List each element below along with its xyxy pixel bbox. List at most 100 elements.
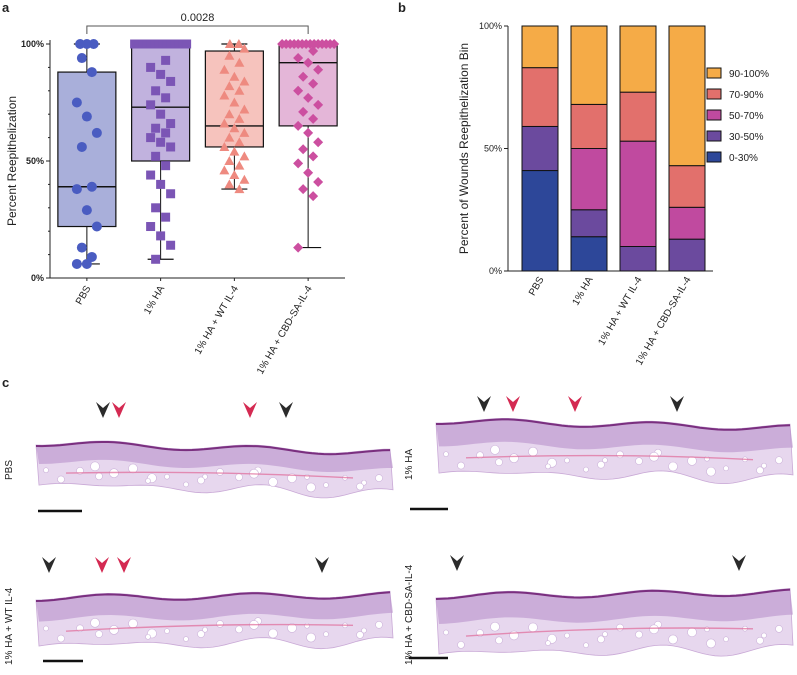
- fat-lobule: [616, 450, 624, 459]
- fat-lobule: [687, 456, 697, 466]
- data-point: [161, 212, 171, 222]
- stacked-bar-chart: 0% 50% 100% Percent of Wounds Reepithelizat…: [457, 21, 769, 367]
- y-tick-label: 50%: [484, 144, 502, 154]
- data-point: [146, 170, 156, 180]
- fat-lobule: [756, 636, 764, 645]
- data-point: [166, 189, 176, 199]
- fat-lobule: [268, 477, 278, 487]
- fat-lobule: [306, 632, 316, 643]
- legend-swatch: [706, 109, 722, 121]
- data-point: [161, 161, 171, 171]
- data-point: [156, 231, 166, 241]
- data-point: [303, 57, 314, 68]
- data-point: [313, 64, 324, 75]
- fat-lobule: [356, 482, 364, 491]
- data-point: [234, 184, 245, 194]
- data-point: [229, 170, 240, 180]
- y-axis-label: Percent of Wounds Reepithelization Bin: [457, 43, 471, 254]
- histology-image: [409, 555, 794, 660]
- fat-lobule: [323, 482, 329, 488]
- dermis-layer: [436, 588, 793, 624]
- data-point: [224, 81, 235, 91]
- fat-lobule: [109, 468, 119, 478]
- bar-segment: [619, 25, 657, 93]
- data-point: [146, 62, 156, 72]
- fat-lobule: [235, 625, 243, 634]
- data-point: [76, 141, 87, 152]
- fat-lobule: [443, 451, 449, 457]
- data-point: [239, 76, 250, 86]
- data-point: [224, 156, 235, 165]
- data-point: [298, 106, 309, 117]
- legend-label: 0-30%: [729, 153, 758, 164]
- bar-segment: [570, 25, 608, 105]
- data-point: [224, 50, 235, 60]
- tissue-streak: [65, 623, 354, 632]
- fat-lobule: [687, 627, 697, 638]
- fat-lobule: [216, 620, 224, 628]
- fat-lobule: [197, 630, 205, 638]
- panel-letter-b: b: [398, 0, 406, 15]
- histology-image: [35, 557, 394, 663]
- fat-lobule: [306, 482, 316, 493]
- fat-lobule: [457, 641, 465, 649]
- bar-segment: [619, 140, 657, 247]
- data-point: [293, 158, 304, 169]
- fat-lobule: [761, 632, 767, 639]
- arrowhead-icon: [450, 555, 464, 571]
- data-point: [293, 85, 304, 96]
- bar-segment: [668, 238, 706, 272]
- fat-lobule: [583, 642, 589, 648]
- data-point: [308, 151, 319, 162]
- fat-lobule: [706, 466, 716, 477]
- fat-lobule: [90, 461, 100, 472]
- fat-lobule: [145, 478, 151, 484]
- data-point: [329, 39, 340, 49]
- data-point: [303, 167, 314, 178]
- data-point: [234, 85, 245, 95]
- fat-lobule: [323, 631, 329, 637]
- data-point: [298, 184, 309, 195]
- fat-lobule: [528, 622, 538, 633]
- fat-lobule: [723, 636, 729, 642]
- data-point: [229, 97, 240, 107]
- data-point: [161, 55, 171, 65]
- data-point: [239, 43, 250, 53]
- data-point: [91, 221, 102, 232]
- x-tick-label: 1% HA + WT IL-4: [596, 275, 644, 348]
- arrowhead-icon: [95, 557, 109, 573]
- data-point: [229, 123, 240, 133]
- fat-lobule: [183, 481, 189, 488]
- data-point: [219, 165, 230, 175]
- data-point: [308, 191, 319, 202]
- legend-label: 70-90%: [729, 90, 764, 101]
- significance-bracket: [86, 25, 309, 34]
- histology-label: 1% HA + CBD-SA-IL-4: [404, 564, 415, 665]
- fat-lobule: [356, 631, 364, 639]
- fat-lobule: [128, 618, 138, 629]
- fat-lobule: [602, 457, 608, 464]
- y-tick-label: 100%: [21, 39, 44, 49]
- legend-swatch: [706, 88, 722, 100]
- data-point: [239, 127, 250, 137]
- data-point: [161, 128, 171, 138]
- bar-segment: [570, 103, 608, 149]
- data-point: [156, 179, 166, 189]
- fat-lobule: [57, 475, 65, 484]
- data-point: [86, 251, 97, 262]
- bar-segment: [521, 25, 559, 69]
- data-point: [229, 71, 240, 81]
- fat-lobule: [583, 466, 589, 473]
- fat-lobule: [197, 476, 205, 485]
- x-tick-label: PBS: [74, 284, 94, 307]
- fat-lobule: [668, 461, 678, 472]
- data-point: [308, 46, 319, 57]
- fat-lobule: [597, 460, 605, 469]
- data-point: [219, 90, 230, 100]
- data-point: [76, 242, 87, 253]
- data-point: [166, 142, 176, 152]
- arrowhead-icon: [315, 557, 329, 573]
- box-0: [57, 71, 117, 228]
- arrowhead-icon: [477, 396, 491, 412]
- data-point: [224, 109, 235, 119]
